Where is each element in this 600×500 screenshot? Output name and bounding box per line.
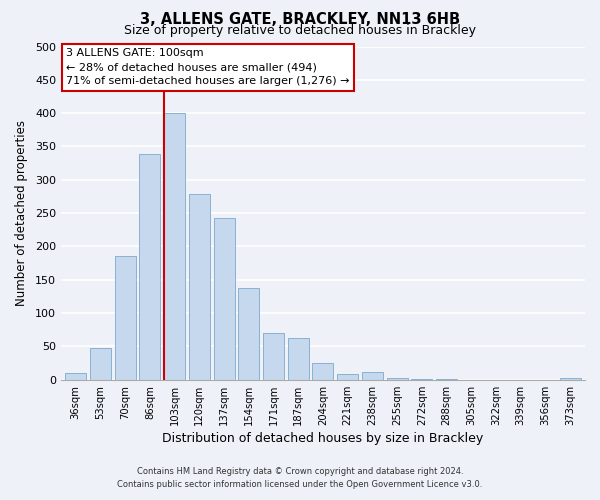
Bar xyxy=(115,256,136,380)
Bar xyxy=(214,218,235,380)
Bar xyxy=(362,372,383,380)
Bar xyxy=(164,113,185,380)
Bar xyxy=(90,348,111,380)
Bar xyxy=(263,333,284,380)
Y-axis label: Number of detached properties: Number of detached properties xyxy=(15,120,28,306)
Text: 3 ALLENS GATE: 100sqm
← 28% of detached houses are smaller (494)
71% of semi-det: 3 ALLENS GATE: 100sqm ← 28% of detached … xyxy=(66,48,350,86)
Bar xyxy=(288,338,309,380)
Text: Contains HM Land Registry data © Crown copyright and database right 2024.
Contai: Contains HM Land Registry data © Crown c… xyxy=(118,468,482,489)
Bar xyxy=(189,194,210,380)
Bar xyxy=(337,374,358,380)
Bar xyxy=(436,379,457,380)
Bar xyxy=(238,288,259,380)
Bar xyxy=(386,378,407,380)
Bar xyxy=(65,373,86,380)
Text: Size of property relative to detached houses in Brackley: Size of property relative to detached ho… xyxy=(124,24,476,37)
X-axis label: Distribution of detached houses by size in Brackley: Distribution of detached houses by size … xyxy=(163,432,484,445)
Bar xyxy=(412,379,433,380)
Text: 3, ALLENS GATE, BRACKLEY, NN13 6HB: 3, ALLENS GATE, BRACKLEY, NN13 6HB xyxy=(140,12,460,28)
Bar xyxy=(313,363,334,380)
Bar xyxy=(139,154,160,380)
Bar xyxy=(560,378,581,380)
